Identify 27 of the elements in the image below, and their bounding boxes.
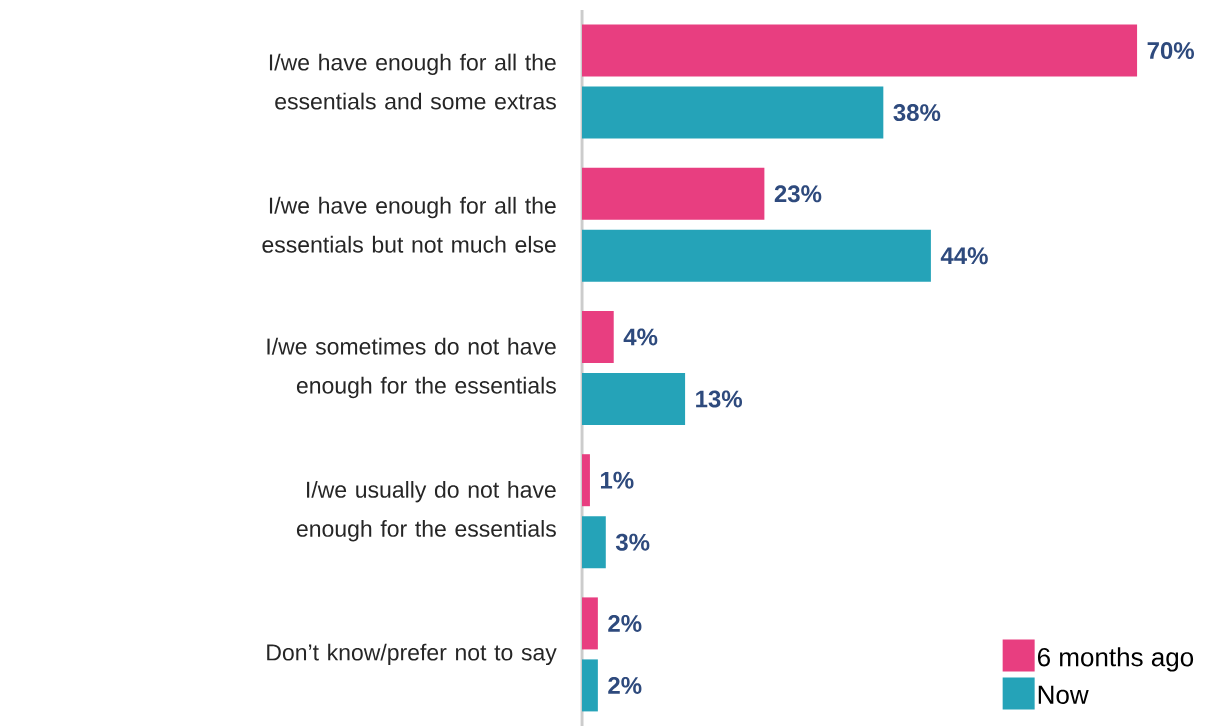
data-label: 1%	[600, 471, 634, 489]
bar	[582, 167, 765, 220]
data-label: 2%	[608, 676, 642, 694]
data-label: 38%	[893, 104, 941, 122]
bar	[582, 597, 598, 650]
y-tick-label: I/we have enough for all the essentials but not much else	[262, 196, 556, 253]
y-tick-label: Don’t know/prefer not to say	[267, 643, 557, 666]
bar	[582, 86, 884, 139]
bar	[582, 454, 590, 507]
y-tick-label: I/we have enough for all the essentials and some extras	[269, 53, 556, 110]
bar	[582, 373, 686, 426]
bar	[582, 659, 598, 712]
bar	[582, 516, 606, 569]
data-label: 4%	[623, 328, 658, 346]
bar	[582, 24, 1138, 77]
data-label: 13%	[696, 390, 743, 408]
bar	[582, 311, 614, 364]
data-label: 70%	[1147, 42, 1194, 60]
data-label: 2%	[608, 614, 642, 632]
y-tick-label: I/we sometimes do not have enough for the essentials	[267, 337, 556, 399]
legend-label: 6 months ago	[1037, 647, 1194, 672]
bar	[582, 229, 931, 282]
data-label: 44%	[940, 247, 988, 265]
y-tick-label: I/we usually do not have enough for the essentials	[296, 480, 556, 542]
legend-label: Now	[1038, 685, 1089, 704]
data-label: 23%	[774, 185, 822, 203]
data-label: 3%	[615, 533, 650, 551]
